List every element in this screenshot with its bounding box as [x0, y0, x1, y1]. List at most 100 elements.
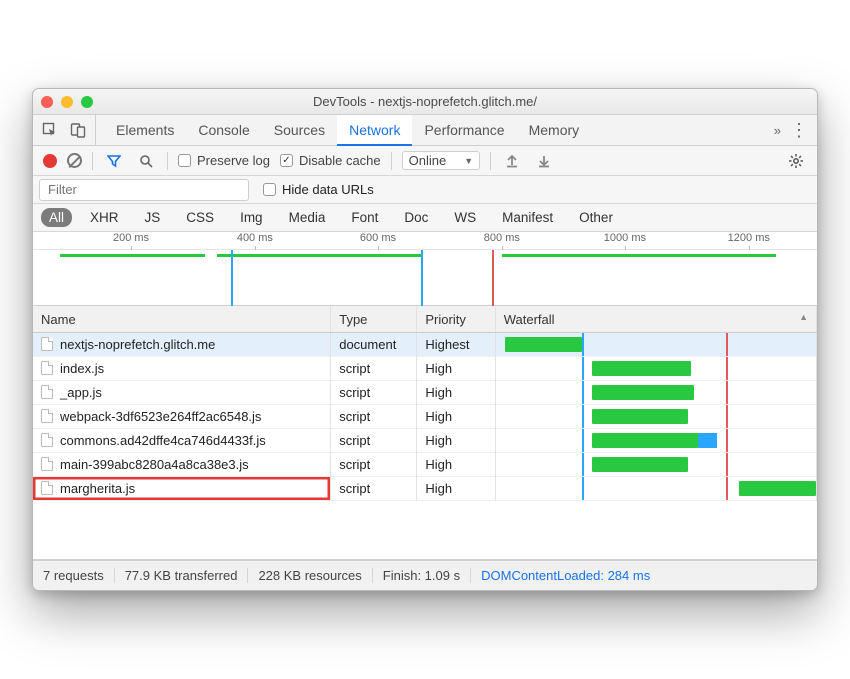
- waterfall-cell: [495, 428, 816, 452]
- clear-button[interactable]: [67, 153, 82, 168]
- request-name: margherita.js: [60, 481, 135, 496]
- type-filter-css[interactable]: CSS: [178, 208, 222, 227]
- type-filter-js[interactable]: JS: [137, 208, 169, 227]
- menu-icon[interactable]: ⋮: [787, 115, 811, 145]
- status-transferred: 77.9 KB transferred: [115, 568, 249, 583]
- import-har-icon[interactable]: [501, 150, 523, 172]
- waterfall-bar: [592, 433, 698, 448]
- timeline-bar: [502, 254, 776, 257]
- table-empty-area: [33, 501, 817, 559]
- timeline-tick: 1000 ms: [604, 232, 646, 244]
- type-filter-img[interactable]: Img: [232, 208, 271, 227]
- tabs-overflow-icon[interactable]: »: [768, 115, 787, 145]
- devtools-window: DevTools - nextjs-noprefetch.glitch.me/ …: [32, 88, 818, 591]
- preserve-log-label: Preserve log: [197, 153, 270, 168]
- table-row[interactable]: nextjs-noprefetch.glitch.medocumentHighe…: [33, 332, 817, 356]
- request-type: script: [331, 380, 417, 404]
- waterfall-bar: [739, 481, 816, 496]
- table-row[interactable]: webpack-3df6523e264ff2ac6548.js scriptHig…: [33, 404, 817, 428]
- request-priority: High: [417, 452, 495, 476]
- status-requests: 7 requests: [43, 568, 115, 583]
- traffic-lights: [41, 96, 93, 108]
- record-button[interactable]: [43, 154, 57, 168]
- table-row[interactable]: commons.ad42dffe4ca746d4433f.jsscriptHig…: [33, 428, 817, 452]
- timeline-tick: 600 ms: [360, 232, 396, 244]
- tab-network[interactable]: Network: [337, 115, 412, 146]
- preserve-log-toggle[interactable]: Preserve log: [178, 153, 270, 168]
- request-priority: High: [417, 428, 495, 452]
- request-name: webpack-3df6523e264ff2ac6548.js: [60, 409, 261, 424]
- request-type: script: [331, 452, 417, 476]
- filter-input[interactable]: [39, 179, 249, 201]
- request-type: script: [331, 404, 417, 428]
- table-row[interactable]: index.jsscriptHigh: [33, 356, 817, 380]
- export-har-icon[interactable]: [533, 150, 555, 172]
- timeline-marker: [492, 250, 494, 306]
- waterfall-bar: [592, 457, 688, 472]
- waterfall-cell: [495, 476, 816, 500]
- settings-icon[interactable]: [785, 150, 807, 172]
- column-header-name[interactable]: Name: [33, 306, 331, 332]
- type-filter-xhr[interactable]: XHR: [82, 208, 127, 227]
- table-row[interactable]: main-399abc8280a4a8ca38e3.jsscriptHigh: [33, 452, 817, 476]
- file-icon: [41, 433, 53, 447]
- column-header-priority[interactable]: Priority: [417, 306, 495, 332]
- request-type: script: [331, 476, 417, 500]
- column-header-waterfall[interactable]: Waterfall: [495, 306, 816, 332]
- status-finish: Finish: 1.09 s: [373, 568, 471, 583]
- inspect-icon[interactable]: [39, 119, 61, 141]
- main-tabs: ElementsConsoleSourcesNetworkPerformance…: [104, 115, 591, 145]
- zoom-icon[interactable]: [81, 96, 93, 108]
- request-priority: High: [417, 380, 495, 404]
- column-header-type[interactable]: Type: [331, 306, 417, 332]
- tab-memory[interactable]: Memory: [517, 115, 592, 145]
- close-icon[interactable]: [41, 96, 53, 108]
- filter-bar: Hide data URLs: [33, 176, 817, 204]
- file-icon: [41, 361, 53, 375]
- request-type: script: [331, 356, 417, 380]
- hide-data-urls-toggle[interactable]: Hide data URLs: [263, 182, 374, 197]
- hide-data-urls-label: Hide data URLs: [282, 182, 374, 197]
- type-filter-font[interactable]: Font: [343, 208, 386, 227]
- tab-performance[interactable]: Performance: [412, 115, 516, 145]
- request-type: document: [331, 332, 417, 356]
- tab-console[interactable]: Console: [186, 115, 261, 145]
- minimize-icon[interactable]: [61, 96, 73, 108]
- table-row[interactable]: margherita.js scriptHigh: [33, 476, 817, 500]
- filter-toggle-icon[interactable]: [103, 150, 125, 172]
- timeline-overview[interactable]: 200 ms400 ms600 ms800 ms1000 ms1200 ms: [33, 232, 817, 306]
- waterfall-cell: [495, 332, 816, 356]
- request-priority: High: [417, 476, 495, 500]
- throttling-select[interactable]: Online ▼: [402, 151, 481, 170]
- table-row[interactable]: _app.js scriptHigh: [33, 380, 817, 404]
- request-priority: High: [417, 404, 495, 428]
- timeline-marker: [231, 250, 233, 306]
- type-filter-other[interactable]: Other: [571, 208, 621, 227]
- status-domcontentloaded[interactable]: DOMContentLoaded: 284 ms: [471, 568, 660, 583]
- tab-sources[interactable]: Sources: [262, 115, 337, 145]
- request-priority: Highest: [417, 332, 495, 356]
- type-filter-doc[interactable]: Doc: [396, 208, 436, 227]
- file-icon: [41, 337, 53, 351]
- timeline-tick: 800 ms: [484, 232, 520, 244]
- resource-type-filters: All XHR JS CSS Img Media Font Doc WS Manifest Othe…: [33, 204, 817, 232]
- search-icon[interactable]: [135, 150, 157, 172]
- status-bar: 7 requests 77.9 KB transferred 228 KB re…: [33, 560, 817, 590]
- chevron-down-icon: ▼: [464, 156, 473, 166]
- device-toggle-icon[interactable]: [67, 119, 89, 141]
- tab-elements[interactable]: Elements: [104, 115, 186, 145]
- type-filter-all[interactable]: All: [41, 208, 72, 227]
- request-name: commons.ad42dffe4ca746d4433f.js: [60, 433, 266, 448]
- throttling-value: Online: [409, 153, 447, 168]
- disable-cache-toggle[interactable]: Disable cache: [280, 153, 381, 168]
- request-name: _app.js: [60, 385, 102, 400]
- status-resources: 228 KB resources: [248, 568, 372, 583]
- type-filter-media[interactable]: Media: [281, 208, 334, 227]
- timeline-bar: [217, 254, 421, 257]
- type-filter-ws[interactable]: WS: [446, 208, 484, 227]
- timeline-marker: [421, 250, 423, 306]
- type-filter-manifest[interactable]: Manifest: [494, 208, 561, 227]
- waterfall-bar: [592, 409, 688, 424]
- timeline-tick: 1200 ms: [728, 232, 770, 244]
- waterfall-bar: [592, 361, 691, 376]
